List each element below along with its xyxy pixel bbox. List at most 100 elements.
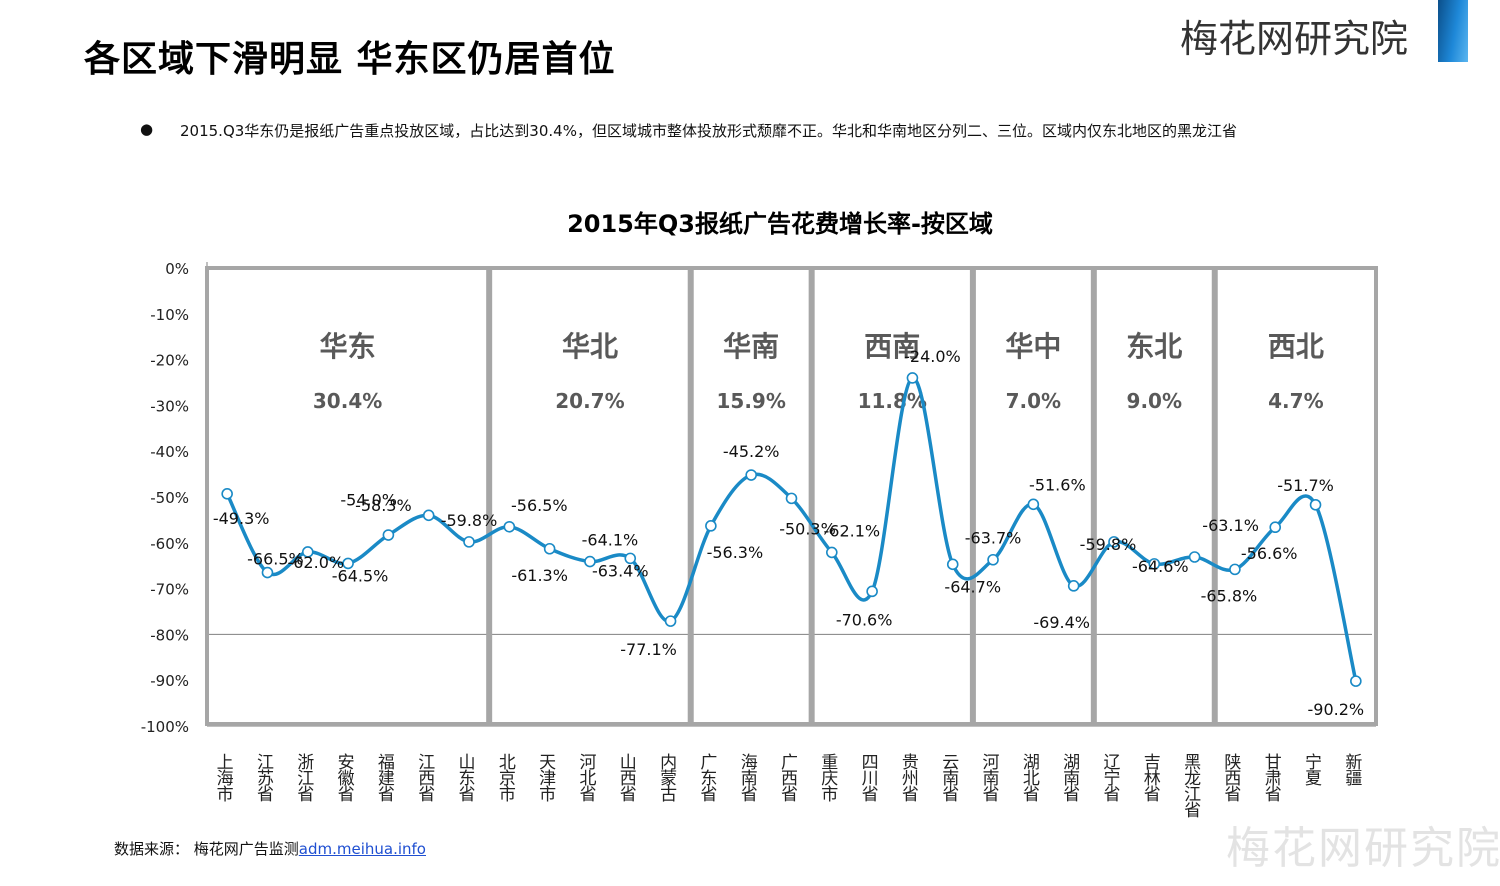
y-tick-label: -100%	[141, 718, 189, 736]
region-share: 11.8%	[858, 389, 927, 413]
x-tick-label: 云南省	[942, 753, 959, 805]
data-point	[1229, 563, 1241, 576]
data-label: -56.6%	[1241, 544, 1298, 563]
data-point	[624, 552, 637, 565]
data-label: -61.3%	[511, 566, 568, 585]
data-label: -50.3%	[779, 519, 836, 538]
region-name: 西南	[864, 330, 920, 363]
x-tick-label: 四川省	[862, 753, 879, 805]
brand-logo-bar	[1438, 0, 1468, 62]
data-point	[422, 509, 435, 522]
x-tick-label: 陕西省	[1224, 753, 1241, 805]
data-point	[463, 536, 475, 548]
data-point	[301, 546, 314, 558]
data-label: -77.1%	[620, 640, 677, 659]
y-tick-label: -20%	[150, 352, 189, 370]
x-tick-label: 江西省	[418, 753, 435, 805]
data-label: -64.6%	[1132, 557, 1189, 576]
y-tick-label: -60%	[150, 535, 189, 553]
data-point	[543, 542, 556, 555]
x-tick-label: 浙江省	[297, 753, 314, 805]
page-title: 各区域下滑明显 华东区仍居首位	[84, 39, 616, 80]
region-frame	[971, 266, 1095, 726]
data-point	[705, 520, 717, 532]
y-tick-label: -70%	[150, 581, 189, 599]
region-share: 20.7%	[555, 389, 624, 413]
data-point	[785, 492, 798, 505]
region-name: 华东	[320, 330, 376, 363]
data-label: -54.0%	[340, 490, 397, 509]
data-label: -51.6%	[1029, 475, 1086, 494]
region-name: 华中	[1005, 330, 1061, 363]
x-tick-label: 贵州省	[902, 753, 919, 805]
source-link[interactable]: adm.meihua.info	[298, 840, 426, 858]
x-tick-label: 湖南省	[1063, 753, 1080, 805]
x-tick-label: 安徽省	[338, 753, 355, 805]
data-label: -45.2%	[723, 442, 780, 461]
x-tick-label: 天津市	[539, 753, 556, 805]
data-label: -58.3%	[355, 496, 412, 515]
y-tick-label: -80%	[150, 626, 189, 644]
y-tick-label: -40%	[150, 443, 189, 461]
data-point	[1108, 536, 1120, 548]
data-label: -63.4%	[592, 561, 649, 580]
x-tick-label: 山西省	[620, 753, 637, 805]
chart-title: 2015年Q3报纸广告花费增长率-按区域	[567, 210, 993, 238]
data-label: -56.3%	[707, 543, 764, 562]
x-tick-label: 新疆	[1345, 753, 1362, 789]
x-tick-label: 广西省	[781, 753, 798, 805]
y-tick-label: 0%	[165, 260, 189, 278]
region-share: 15.9%	[716, 389, 785, 413]
data-point	[1350, 675, 1362, 687]
y-tick-label: -90%	[150, 672, 189, 690]
data-label: -49.3%	[213, 509, 270, 528]
data-source: 数据来源： 梅花网广告监测adm.meihua.info	[114, 838, 426, 859]
data-point	[1309, 498, 1322, 511]
data-label: -69.4%	[1033, 613, 1090, 632]
x-tick-label: 河北省	[579, 753, 596, 805]
data-point	[503, 520, 516, 533]
y-tick-label: -50%	[150, 489, 189, 507]
x-tick-label: 山东省	[459, 753, 476, 805]
data-point	[261, 566, 274, 579]
x-tick-label: 广东省	[700, 753, 717, 805]
region-name: 华北	[562, 330, 618, 363]
data-point	[866, 585, 878, 598]
data-label: -64.1%	[582, 531, 639, 550]
region-name: 东北	[1126, 330, 1182, 363]
x-tick-label: 北京市	[499, 753, 516, 805]
brand-logo-text: 梅花网研究院	[1180, 17, 1409, 61]
data-point	[745, 469, 757, 481]
data-label: -66.5%	[247, 550, 304, 569]
x-tick-label: 吉林省	[1144, 753, 1161, 805]
data-label: -51.7%	[1277, 476, 1334, 495]
region-frame	[205, 266, 491, 726]
data-point	[1027, 498, 1040, 511]
x-tick-label: 河南省	[983, 753, 1000, 805]
x-tick-label: 江苏省	[257, 753, 274, 805]
data-label: -64.7%	[944, 577, 1001, 596]
data-label: -65.8%	[1201, 586, 1258, 605]
data-label: -64.5%	[332, 566, 389, 585]
data-point	[664, 615, 677, 627]
region-share: 30.4%	[313, 389, 382, 413]
x-tick-label: 福建省	[378, 753, 395, 805]
region-share: 9.0%	[1127, 389, 1182, 413]
x-tick-label: 黑龙江省	[1184, 753, 1201, 821]
region-share: 7.0%	[1006, 389, 1061, 413]
data-point	[1269, 521, 1282, 534]
data-label: -59.8%	[1080, 535, 1137, 554]
x-tick-label: 重庆市	[821, 753, 838, 805]
summary-text: 2015.Q3华东仍是报纸广告重点投放区域，占比达到30.4%，但区域城市整体投…	[180, 122, 1237, 140]
data-point	[221, 487, 233, 500]
data-label: -59.8%	[441, 511, 498, 530]
bullet-dot-icon: ●	[140, 120, 154, 138]
data-point	[584, 555, 596, 568]
data-point	[946, 558, 959, 571]
x-tick-label: 上海市	[217, 753, 234, 805]
watermark: 梅花网研究院	[1226, 823, 1500, 874]
data-point	[906, 372, 919, 384]
data-label: -62.0%	[287, 553, 344, 572]
data-point	[1188, 551, 1201, 563]
